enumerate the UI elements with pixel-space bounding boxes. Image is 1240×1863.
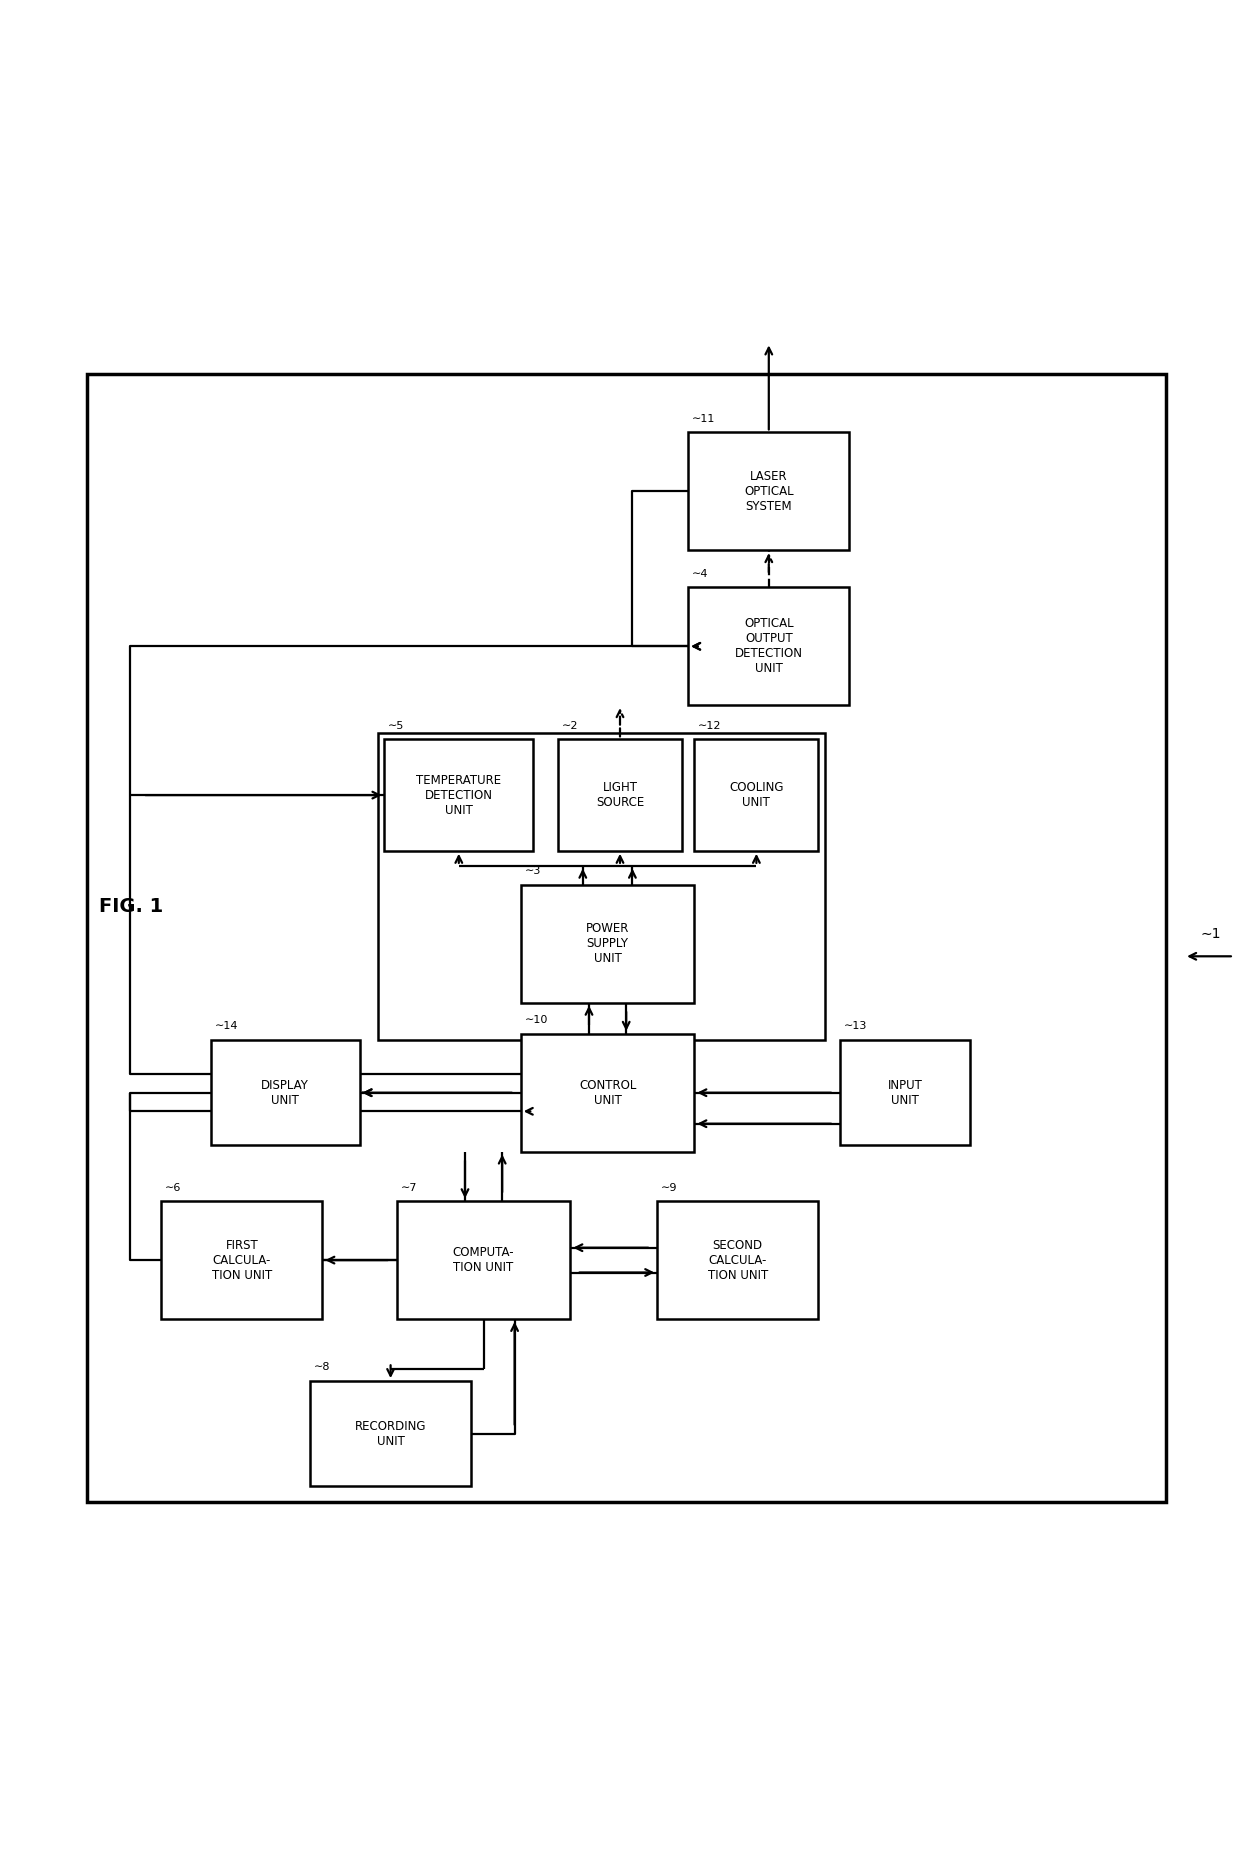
Bar xyxy=(310,1380,471,1487)
Bar xyxy=(694,740,818,851)
Bar xyxy=(841,1040,970,1146)
Bar xyxy=(378,734,825,1040)
Bar xyxy=(211,1040,360,1146)
Text: ∼3: ∼3 xyxy=(525,866,541,876)
Bar xyxy=(384,740,533,851)
Text: ∼14: ∼14 xyxy=(215,1021,238,1032)
Bar xyxy=(521,885,694,1002)
Text: COMPUTA-
TION UNIT: COMPUTA- TION UNIT xyxy=(453,1246,515,1274)
Bar xyxy=(87,373,1166,1502)
Text: ∼8: ∼8 xyxy=(314,1362,330,1373)
Text: ∼7: ∼7 xyxy=(401,1183,417,1192)
Text: FIRST
CALCULA-
TION UNIT: FIRST CALCULA- TION UNIT xyxy=(212,1239,272,1282)
Text: ∼11: ∼11 xyxy=(692,414,715,423)
Text: ∼5: ∼5 xyxy=(388,721,404,730)
Bar xyxy=(558,740,682,851)
Text: CONTROL
UNIT: CONTROL UNIT xyxy=(579,1079,636,1107)
Bar xyxy=(161,1202,322,1319)
Text: LASER
OPTICAL
SYSTEM: LASER OPTICAL SYSTEM xyxy=(744,469,794,512)
Bar xyxy=(657,1202,818,1319)
Text: OPTICAL
OUTPUT
DETECTION
UNIT: OPTICAL OUTPUT DETECTION UNIT xyxy=(735,617,802,674)
Text: ∼2: ∼2 xyxy=(562,721,578,730)
Bar xyxy=(688,587,849,706)
Text: TEMPERATURE
DETECTION
UNIT: TEMPERATURE DETECTION UNIT xyxy=(417,773,501,816)
Text: ∼10: ∼10 xyxy=(525,1015,548,1025)
Text: ∼12: ∼12 xyxy=(698,721,722,730)
Text: POWER
SUPPLY
UNIT: POWER SUPPLY UNIT xyxy=(587,922,629,965)
Text: DISPLAY
UNIT: DISPLAY UNIT xyxy=(262,1079,309,1107)
Bar xyxy=(397,1202,570,1319)
Text: FIG. 1: FIG. 1 xyxy=(99,898,164,917)
Bar xyxy=(688,432,849,550)
Text: COOLING
UNIT: COOLING UNIT xyxy=(729,781,784,809)
Text: RECORDING
UNIT: RECORDING UNIT xyxy=(355,1420,427,1448)
Text: ∼6: ∼6 xyxy=(165,1183,181,1192)
Text: ∼13: ∼13 xyxy=(843,1021,867,1032)
Text: INPUT
UNIT: INPUT UNIT xyxy=(888,1079,923,1107)
Text: ∼9: ∼9 xyxy=(661,1183,677,1192)
Bar xyxy=(521,1034,694,1151)
Text: SECOND
CALCULA-
TION UNIT: SECOND CALCULA- TION UNIT xyxy=(708,1239,768,1282)
Text: LIGHT
SOURCE: LIGHT SOURCE xyxy=(596,781,644,809)
Text: ∼4: ∼4 xyxy=(692,568,708,579)
Text: ∼1: ∼1 xyxy=(1200,928,1221,941)
